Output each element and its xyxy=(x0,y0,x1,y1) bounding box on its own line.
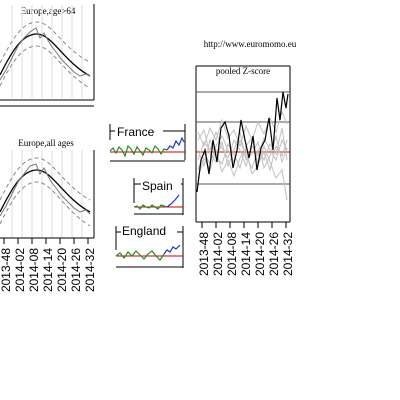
tick-label-2014-20: 2014-20 xyxy=(55,248,69,292)
country-label-france: France xyxy=(117,125,155,139)
label-bg-england xyxy=(121,224,177,240)
panel-europe-age64: Europe,age>64 xyxy=(0,4,95,107)
label-bg-spain xyxy=(141,178,181,194)
green-series-england xyxy=(115,250,165,261)
gridlines-europe-all-ages xyxy=(11,150,83,238)
panel-europe-all-ages: Europe,all ages 2013-48 2014-02 2014-08 … xyxy=(0,138,97,292)
tick-label-pooled-2014-08: 2014-08 xyxy=(225,232,239,276)
panel-title-europe-all-ages: Europe,all ages xyxy=(18,138,74,148)
tick-label-2014-02: 2014-02 xyxy=(13,248,27,292)
blue-series-spain xyxy=(166,194,180,208)
tick-label-pooled-2013-48: 2013-48 xyxy=(197,232,211,276)
lower-band-europe-age64 xyxy=(0,45,91,89)
upper-band-europe-all-ages xyxy=(0,157,91,201)
tick-label-pooled-2014-26: 2014-26 xyxy=(267,232,281,276)
tick-label-pooled-2014-20: 2014-20 xyxy=(253,232,267,276)
country-label-spain: Spain xyxy=(142,179,173,193)
tick-label-2014-32: 2014-32 xyxy=(83,248,97,292)
panel-title-pooled-zscore: pooled Z-score xyxy=(216,66,270,76)
upper-band-europe-age64 xyxy=(0,21,91,64)
baseline-curve-europe-age64 xyxy=(0,33,91,77)
gridlines-europe-age64 xyxy=(11,5,83,98)
tick-label-2013-48: 2013-48 xyxy=(0,248,13,292)
green-series-france xyxy=(109,144,168,158)
country-label-england: England xyxy=(122,224,166,238)
pooled-zscore-series xyxy=(196,91,289,193)
tick-label-pooled-2014-32: 2014-32 xyxy=(281,232,295,276)
panel-spain: Spain xyxy=(133,178,184,215)
x-ticks-pooled xyxy=(201,222,287,228)
observed-line-europe-all-ages xyxy=(0,163,91,217)
panel-pooled-zscore: http://www.euromomo.eu pooled Z-score 20… xyxy=(195,39,297,276)
panel-france: France xyxy=(109,124,186,162)
x-ticks-europe-all-ages xyxy=(3,238,89,244)
blue-series-france xyxy=(166,136,185,151)
label-bg-france xyxy=(115,124,163,140)
tick-label-pooled-2014-14: 2014-14 xyxy=(239,232,253,276)
lower-band-europe-all-ages xyxy=(0,181,91,227)
url-label: http://www.euromomo.eu xyxy=(204,39,297,49)
tick-label-2014-08: 2014-08 xyxy=(27,248,41,292)
tick-label-2014-26: 2014-26 xyxy=(69,248,83,292)
baseline-curve-europe-all-ages xyxy=(0,169,91,213)
tick-label-2014-14: 2014-14 xyxy=(41,248,55,292)
tick-label-pooled-2014-02: 2014-02 xyxy=(211,232,225,276)
green-series-spain xyxy=(133,204,168,210)
panel-england: England xyxy=(115,224,184,268)
panel-title-europe-age64: Europe,age>64 xyxy=(21,6,76,16)
observed-line-europe-age64 xyxy=(0,27,91,81)
blue-series-england xyxy=(163,244,181,255)
